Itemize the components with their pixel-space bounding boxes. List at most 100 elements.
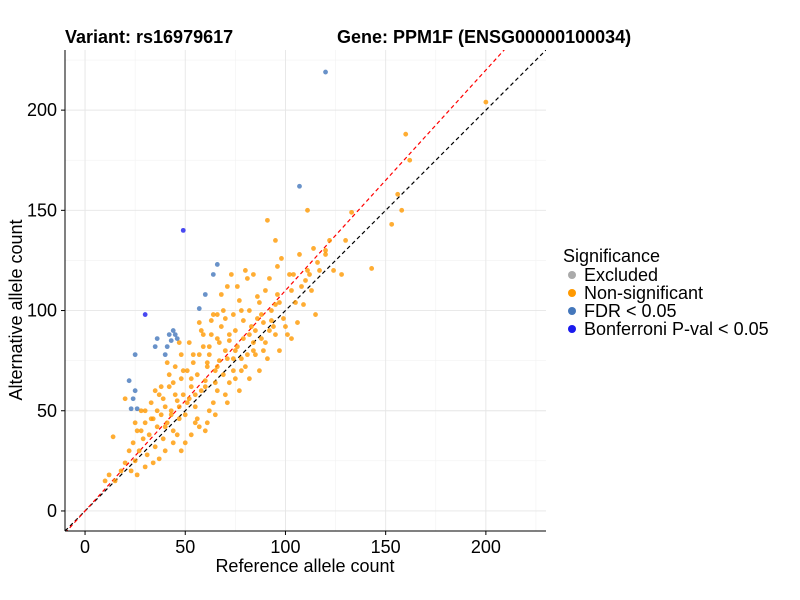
point-non-significant	[301, 302, 306, 307]
point-non-significant	[158, 412, 164, 418]
point-non-significant	[224, 356, 230, 362]
point-non-significant	[315, 260, 320, 265]
point-non-significant	[134, 428, 140, 434]
point-non-significant	[208, 332, 214, 337]
x-tick-label: 100	[270, 537, 300, 557]
point-non-significant	[148, 400, 154, 406]
point-non-significant	[242, 364, 248, 370]
point-non-significant	[269, 308, 274, 313]
point-non-significant	[224, 284, 230, 289]
point-non-significant	[238, 308, 244, 313]
point-non-significant	[275, 264, 280, 269]
point-non-significant	[170, 428, 176, 434]
point-non-significant	[184, 368, 190, 374]
legend-key-non-significant	[568, 289, 576, 297]
point-non-significant	[224, 400, 230, 406]
point-non-significant	[178, 448, 184, 454]
point-non-significant	[188, 384, 194, 390]
legend: Significance ExcludedNon-significantFDR …	[563, 246, 769, 339]
point-non-significant	[259, 312, 264, 317]
point-non-significant	[210, 312, 216, 317]
point-non-significant	[234, 344, 240, 350]
point-non-significant	[261, 348, 266, 354]
point-non-significant	[369, 266, 375, 271]
point-non-significant	[164, 420, 170, 426]
point-non-significant	[279, 256, 284, 261]
point-non-significant	[160, 396, 166, 402]
point-non-significant	[112, 478, 118, 484]
point-non-significant	[196, 352, 202, 358]
point-non-significant	[200, 344, 206, 350]
point-non-significant	[202, 428, 208, 434]
point-non-significant	[257, 368, 262, 374]
chart-title-gene: Gene: PPM1F (ENSG00000100034)	[337, 27, 631, 47]
point-non-significant	[138, 408, 144, 414]
y-tick-label: 150	[27, 200, 57, 220]
point-non-significant	[204, 360, 210, 366]
point-non-significant	[228, 272, 234, 277]
legend-label: FDR < 0.05	[584, 301, 677, 321]
point-non-significant	[226, 332, 232, 337]
point-non-significant	[150, 460, 156, 466]
point-non-significant	[285, 332, 290, 337]
point-non-significant	[182, 440, 188, 446]
point-non-significant	[192, 420, 198, 426]
point-non-significant	[136, 448, 142, 454]
point-non-significant	[307, 272, 312, 277]
point-non-significant	[214, 364, 220, 370]
axes	[61, 50, 546, 535]
point-non-significant	[242, 268, 248, 273]
point-non-significant	[259, 336, 264, 341]
point-bonferroni-p-val-0-05	[142, 312, 148, 317]
point-non-significant	[214, 336, 220, 341]
point-non-significant	[122, 460, 128, 466]
point-non-significant	[196, 424, 202, 430]
x-tick-label: 200	[471, 537, 501, 557]
point-non-significant	[327, 237, 332, 243]
point-non-significant	[142, 408, 148, 414]
point-non-significant	[265, 356, 270, 362]
point-non-significant	[106, 472, 112, 478]
point-non-significant	[281, 316, 286, 321]
point-fdr-0-05	[132, 352, 138, 358]
point-non-significant	[212, 412, 218, 418]
point-non-significant	[208, 318, 214, 323]
point-fdr-0-05	[128, 406, 134, 412]
point-non-significant	[198, 388, 204, 394]
point-fdr-0-05	[126, 378, 132, 384]
point-non-significant	[283, 324, 288, 329]
point-non-significant	[250, 272, 256, 277]
point-fdr-0-05	[210, 272, 216, 277]
point-non-significant	[269, 318, 274, 323]
point-non-significant	[216, 358, 222, 364]
point-non-significant	[170, 380, 176, 386]
grid-lines	[65, 50, 546, 531]
point-non-significant	[252, 352, 258, 358]
point-non-significant	[244, 352, 250, 358]
point-non-significant	[220, 372, 226, 378]
point-fdr-0-05	[174, 336, 180, 341]
point-non-significant	[246, 376, 252, 382]
point-non-significant	[130, 440, 136, 446]
tick-labels: 0 50 100 150 200 0 50 100 150 200	[27, 100, 501, 557]
point-fdr-0-05	[170, 328, 176, 333]
point-non-significant	[252, 328, 258, 333]
y-tick-label: 0	[47, 501, 57, 521]
point-non-significant	[222, 316, 228, 321]
point-non-significant	[184, 400, 190, 406]
point-fdr-0-05	[172, 332, 178, 337]
reference-line-fitted	[66, 50, 505, 531]
point-non-significant	[248, 324, 254, 329]
point-non-significant	[156, 392, 162, 398]
point-non-significant	[273, 237, 278, 243]
point-non-significant	[198, 328, 204, 333]
point-non-significant	[293, 300, 298, 305]
point-fdr-0-05	[323, 69, 328, 75]
point-non-significant	[232, 328, 238, 333]
point-non-significant	[289, 336, 294, 341]
point-non-significant	[178, 352, 184, 358]
point-non-significant	[222, 348, 228, 354]
point-non-significant	[309, 288, 314, 293]
point-non-significant	[132, 420, 138, 426]
point-non-significant	[160, 436, 166, 442]
